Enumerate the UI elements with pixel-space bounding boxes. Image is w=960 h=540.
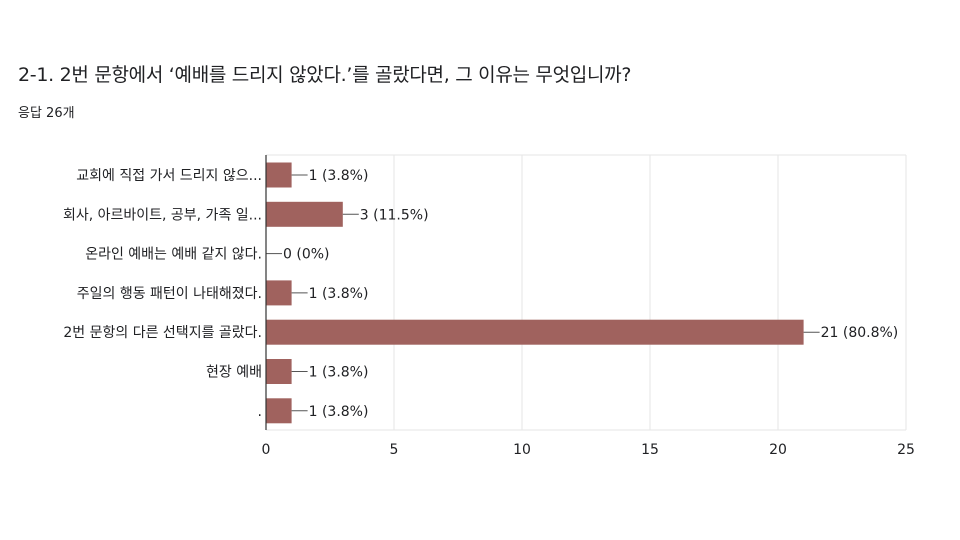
data-label: 1 (3.8%) (309, 168, 369, 184)
bar (266, 280, 292, 306)
x-tick-label: 10 (513, 442, 531, 458)
bar (266, 398, 292, 424)
x-tick-label: 20 (769, 442, 787, 458)
category-label: 2번 문항의 다른 선택지를 골랐다. (63, 325, 262, 341)
question-title: 2-1. 2번 문항에서 ‘예배를 드리지 않았다.’를 골랐다면, 그 이유는… (18, 64, 632, 86)
category-label: 교회에 직접 가서 드리지 않으... (76, 168, 262, 184)
response-count: 응답 26개 (18, 106, 75, 121)
data-label: 3 (11.5%) (360, 207, 429, 223)
data-label: 1 (3.8%) (309, 286, 369, 302)
data-label: 21 (80.8%) (821, 325, 899, 341)
x-tick-label: 5 (390, 442, 399, 458)
bar (266, 359, 292, 384)
category-label: 온라인 예배는 예배 같지 않다. (85, 247, 262, 263)
x-tick-label: 25 (897, 442, 915, 458)
category-label: 주일의 행동 패턴이 나태해졌다. (77, 286, 262, 302)
bar (266, 162, 292, 188)
data-label: 1 (3.8%) (309, 365, 369, 381)
bar (266, 319, 804, 345)
category-label: . (258, 404, 262, 420)
x-tick-label: 0 (262, 442, 271, 458)
category-label: 회사, 아르바이트, 공부, 가족 일... (63, 207, 262, 223)
bar (266, 201, 343, 227)
data-label: 1 (3.8%) (309, 404, 369, 420)
category-label: 현장 예배 (206, 365, 262, 381)
data-label: 0 (0%) (283, 247, 330, 263)
x-tick-label: 15 (641, 442, 659, 458)
